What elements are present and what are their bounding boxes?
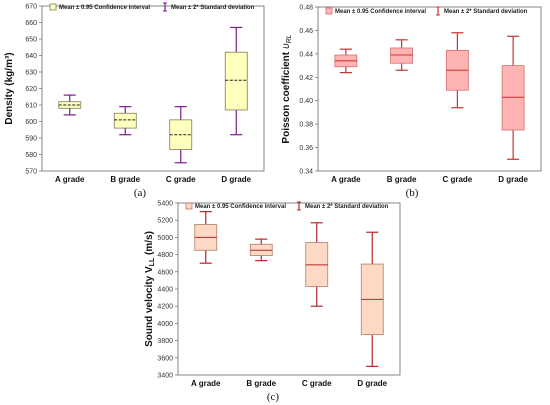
y-tick-label: 4600 [157, 269, 173, 276]
box-b-grade [390, 39, 414, 71]
y-axis-label-text: Sound velocity V [144, 266, 155, 347]
x-category-label: B grade [387, 175, 417, 184]
y-tick-label: 670 [25, 4, 37, 11]
x-category-label: D grade [221, 175, 251, 184]
y-tick-label: 0.38 [299, 122, 313, 129]
x-category-label: C grade [302, 379, 332, 388]
y-tick-label: 610 [25, 103, 37, 110]
x-category-label: B grade [246, 379, 276, 388]
chart-panel-c: 3400 3600 3800 4000 4200 4400 4600 4800 5000 5200… [144, 201, 401, 403]
y-tick-label: 4800 [157, 252, 173, 259]
y-tick-label: 630 [25, 70, 37, 77]
legend-label: Mean ± 2* Standard deviation [305, 204, 389, 210]
x-category-label: A grade [55, 175, 85, 184]
legend-label: Mean ± 0.95 Confidence interval [195, 204, 286, 210]
y-axis-label-text: Poisson coefficient [281, 51, 292, 143]
y-tick-label: 4000 [157, 321, 173, 328]
y-tick-label: 4400 [157, 287, 173, 294]
y-tick-label: 0.36 [299, 145, 313, 152]
legend-label: Mean ± 2* Standard deviation [171, 5, 255, 11]
x-category-label: C grade [166, 175, 196, 184]
panel-label: (a) [134, 187, 147, 199]
y-axis-label-unit: (m/s) [144, 231, 155, 258]
y-tick-label: 0.40 [299, 98, 313, 105]
y-tick-label: 5000 [157, 235, 173, 242]
legend-box-swatch [185, 202, 193, 210]
y-axis-label-subscript: RL [286, 34, 293, 43]
y-axis-label-text: Density (kg/m³) [4, 52, 15, 124]
legend-label: Mean ± 2* Standard deviation [444, 9, 528, 15]
legend-label: Mean ± 0.95 Confidence interval [59, 5, 150, 11]
y-tick-label: 4200 [157, 304, 173, 311]
y-axis-label: Poisson coefficient υRL [281, 34, 293, 143]
confidence-box [390, 47, 414, 64]
y-tick-label: 570 [25, 169, 37, 176]
box-a-grade [58, 94, 82, 116]
y-tick-label: 3400 [157, 373, 173, 380]
y-tick-label: 0.34 [299, 169, 313, 176]
box-c-grade [169, 106, 193, 164]
x-category-label: B grade [110, 175, 140, 184]
confidence-box [224, 51, 248, 111]
y-tick-label: 3600 [157, 355, 173, 362]
legend-box-swatch [49, 3, 57, 11]
box-a-grade [194, 211, 218, 264]
legend-box-swatch [325, 7, 333, 15]
y-tick-label: 0.44 [299, 51, 313, 58]
y-tick-label: 650 [25, 37, 37, 44]
confidence-box [113, 112, 137, 129]
y-tick-label: 5200 [157, 218, 173, 225]
x-category-label: C grade [442, 175, 472, 184]
y-tick-label: 0.46 [299, 28, 313, 35]
box-b-grade [113, 106, 137, 136]
box-b-grade [249, 238, 273, 262]
panel-label: (b) [406, 187, 419, 199]
box-a-grade [334, 48, 358, 74]
y-tick-label: 660 [25, 20, 37, 27]
panel-label: (c) [267, 391, 280, 403]
x-category-label: A grade [331, 175, 361, 184]
x-category-label: D grade [357, 379, 387, 388]
x-category-label: A grade [191, 379, 221, 388]
y-tick-label: 640 [25, 53, 37, 60]
y-axis-label-subscript: LL [149, 257, 156, 266]
y-axis-label: Density (kg/m³) [4, 52, 15, 124]
y-axis-label-symbol: υ [281, 43, 292, 49]
box-d-grade [501, 35, 525, 160]
y-axis-label: Sound velocity VLL (m/s) [144, 231, 156, 347]
y-tick-label: 3800 [157, 338, 173, 345]
y-tick-label: 0.42 [299, 75, 313, 82]
box-c-grade [305, 222, 329, 307]
box-d-grade [224, 26, 248, 136]
confidence-box [501, 65, 525, 131]
x-category-label: D grade [498, 175, 528, 184]
box-c-grade [445, 32, 469, 109]
box-d-grade [360, 231, 384, 367]
chart-panel-b: 0.34 0.36 0.38 0.40 0.42 0.44 0.46 0.48 A grade B… [281, 5, 542, 199]
y-tick-label: 600 [25, 119, 37, 126]
y-tick-label: 5400 [157, 201, 173, 208]
y-tick-label: 0.48 [299, 5, 313, 12]
y-tick-label: 580 [25, 152, 37, 159]
legend-label: Mean ± 0.95 Confidence interval [335, 9, 426, 15]
chart-panel-a: 570 580 590 600 610 620 630 640 650 660 670 A grade… [4, 2, 265, 199]
y-tick-label: 620 [25, 86, 37, 93]
y-tick-label: 590 [25, 136, 37, 143]
